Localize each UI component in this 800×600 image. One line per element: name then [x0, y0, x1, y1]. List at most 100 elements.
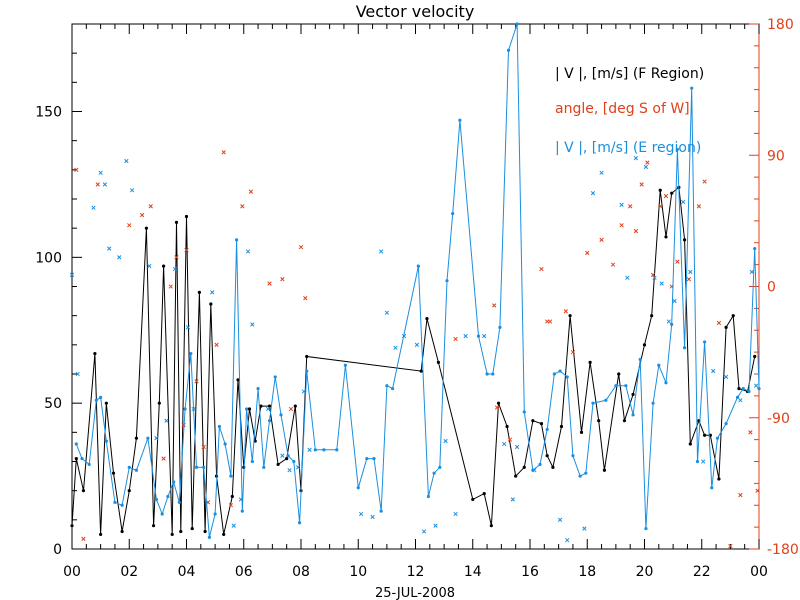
data-point [476, 334, 481, 338]
data-point-marker [748, 430, 753, 435]
data-point-marker [565, 538, 570, 543]
chart-title: Vector velocity [356, 2, 475, 21]
data-point [703, 433, 707, 437]
series-layer [69, 22, 761, 549]
data-point [305, 369, 309, 373]
data-point [245, 407, 249, 411]
data-point-marker [185, 325, 191, 330]
data-point [670, 191, 674, 195]
x-axis: 00 02 04 06 08 10 12 14 16 18 20 22 00 [63, 24, 768, 580]
data-point [425, 316, 429, 321]
data-point [545, 454, 549, 458]
data-point [584, 471, 588, 475]
data-point-marker [628, 204, 633, 209]
data-point [273, 375, 277, 379]
data-point-marker [738, 398, 743, 403]
data-point-marker [127, 223, 132, 228]
data-point-marker [686, 277, 692, 282]
data-point-marker [393, 345, 398, 350]
data-point [104, 401, 108, 405]
data-point [471, 497, 475, 502]
data-point-marker [675, 259, 680, 264]
data-point-marker [639, 182, 644, 187]
data-point [247, 407, 252, 411]
y-right-tick-label: -90 [767, 411, 790, 427]
data-point [170, 532, 174, 537]
data-point [74, 442, 78, 446]
x-tick-label: 22 [693, 564, 711, 580]
data-point-marker [75, 371, 80, 377]
data-point-marker [154, 436, 159, 441]
data-point [558, 369, 562, 373]
data-point-marker [307, 447, 312, 452]
data-point [240, 509, 244, 513]
data-point-marker [590, 191, 596, 196]
data-point-marker [287, 468, 292, 473]
data-point [591, 401, 595, 405]
data-point [531, 419, 535, 423]
data-point [538, 462, 542, 467]
data-point-marker [539, 266, 544, 272]
data-point [250, 459, 254, 464]
data-point [715, 436, 720, 440]
data-point [194, 465, 199, 469]
data-point [127, 465, 131, 469]
x-tick-label: 06 [235, 564, 253, 580]
data-point [189, 351, 193, 356]
y-axis-left: 0 50 100 150 [35, 52, 82, 558]
data-point-marker [570, 349, 576, 355]
data-point [259, 404, 263, 408]
data-point-marker [421, 529, 427, 534]
data-point [94, 398, 98, 402]
data-point [579, 430, 584, 434]
data-point-marker [610, 262, 616, 267]
data-point [458, 118, 462, 122]
data-point-marker [753, 383, 759, 388]
data-point-marker [194, 379, 199, 384]
data-point-marker [414, 342, 420, 347]
data-point-marker [672, 298, 677, 304]
data-point [146, 436, 150, 440]
data-point [209, 302, 213, 306]
data-point [202, 465, 206, 469]
data-point [505, 424, 509, 429]
data-point [87, 462, 91, 467]
series-line [71, 186, 756, 535]
data-point-marker [288, 406, 294, 412]
data-point [262, 465, 266, 469]
data-point-marker [107, 246, 112, 251]
data-point-marker [265, 406, 271, 412]
data-point-marker [358, 511, 364, 517]
data-point-marker [701, 459, 706, 464]
data-point [99, 532, 103, 537]
data-point-marker [557, 517, 563, 522]
data-point [747, 389, 751, 394]
data-point [80, 456, 84, 461]
data-point [617, 372, 621, 376]
data-point [305, 354, 309, 359]
data-point [172, 480, 176, 484]
data-point [279, 413, 283, 417]
data-point-marker [510, 497, 515, 502]
data-point [267, 404, 272, 408]
data-point [489, 524, 493, 528]
data-point [217, 424, 222, 429]
x-tick-label: 08 [292, 564, 310, 580]
data-point-marker [401, 333, 407, 339]
data-point [184, 214, 189, 219]
data-point-marker [563, 309, 568, 314]
data-point [335, 448, 339, 452]
data-point [162, 264, 166, 268]
data-point [104, 439, 108, 443]
data-point [416, 264, 420, 268]
data-point [735, 395, 740, 399]
data-point-marker [433, 523, 438, 528]
data-point [419, 369, 423, 373]
data-point-marker [161, 456, 166, 461]
data-point [113, 500, 117, 504]
data-point [551, 465, 555, 469]
data-point-marker [585, 250, 590, 256]
data-point-marker [582, 526, 587, 531]
x-tick-label: 10 [349, 564, 367, 580]
data-point [737, 386, 741, 391]
